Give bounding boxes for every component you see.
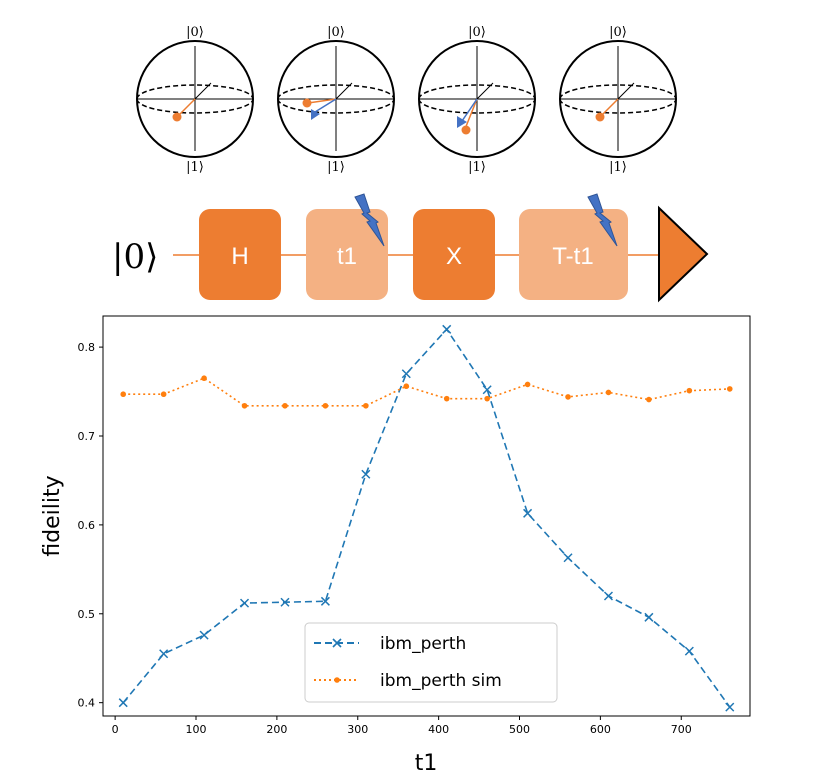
ket-zero-label: |0⟩ xyxy=(468,25,486,40)
data-point-ibm-perth xyxy=(320,596,330,606)
state-point-red xyxy=(172,112,182,122)
ket-one-label: |1⟩ xyxy=(609,160,627,175)
data-point-ibm-perth-sim xyxy=(120,391,127,398)
data-point-ibm-perth-sim xyxy=(201,375,207,382)
plot-frame xyxy=(102,315,751,717)
gate-h: H xyxy=(199,209,281,300)
gate-t-minus-t1: T-t1 xyxy=(519,209,628,300)
ket-one-label: |1⟩ xyxy=(186,160,204,175)
state-point-red xyxy=(302,98,312,108)
data-point-ibm-perth xyxy=(523,508,533,518)
data-point-ibm-perth-sim xyxy=(565,394,571,400)
x-tick-label: 100 xyxy=(186,723,207,736)
legend-box xyxy=(304,622,558,703)
chart: 0 100 200 300 400 500 600 700 0.4 0.5 0.6 0.7 0.8 t1… xyxy=(40,315,751,776)
data-point-ibm-perth-sim xyxy=(686,387,693,394)
ket-one-label: |1⟩ xyxy=(327,160,345,175)
x-tick-label: 400 xyxy=(428,723,449,736)
data-point-ibm-perth xyxy=(240,598,250,608)
data-point-ibm-perth-sim xyxy=(403,383,410,390)
x-tick-label: 700 xyxy=(671,723,692,736)
y-tick-label: 0.4 xyxy=(78,697,96,710)
legend: ibm_perth ibm_perth sim xyxy=(304,622,558,703)
data-point-ibm-perth-sim xyxy=(282,402,288,409)
data-point-ibm-perth-sim xyxy=(241,402,248,409)
data-point-ibm-perth xyxy=(442,324,452,334)
data-point-ibm-perth xyxy=(280,597,290,607)
x-tick-label: 500 xyxy=(509,723,530,736)
ket-one-label: |1⟩ xyxy=(468,160,486,175)
data-point-ibm-perth-sim xyxy=(363,402,369,409)
data-point-ibm-perth xyxy=(118,698,128,708)
bloch-sphere-4: |0⟩ |1⟩ xyxy=(559,25,677,175)
play-triangle-icon xyxy=(658,205,709,303)
legend-marker-x-icon xyxy=(332,638,342,648)
data-point-ibm-perth-sim xyxy=(322,402,329,409)
gate-x-label: X xyxy=(446,243,462,270)
state-point-blue xyxy=(457,116,467,128)
bloch-sphere-row: |0⟩ |1⟩ |0⟩ |1⟩ xyxy=(136,25,677,175)
x-tick-label: 0 xyxy=(112,723,119,736)
series-line-ibm-perth xyxy=(122,328,731,708)
data-point-ibm-perth-sim xyxy=(524,381,531,388)
y-tick-label: 0.8 xyxy=(78,341,96,354)
data-point-ibm-perth xyxy=(159,649,169,659)
gate-t1-label: t1 xyxy=(337,243,357,270)
circuit-input-state: |0⟩ xyxy=(112,237,158,277)
data-point-ibm-perth-sim xyxy=(726,386,733,392)
data-point-ibm-perth xyxy=(684,646,694,656)
legend-label-ibm-perth: ibm_perth xyxy=(380,634,466,654)
x-tick-label: 600 xyxy=(590,723,611,736)
x-axis-title: t1 xyxy=(415,751,438,776)
data-point-ibm-perth xyxy=(199,630,209,640)
noise-lightning-icon xyxy=(587,193,618,247)
series-line-ibm-perth-sim xyxy=(123,377,730,407)
gate-t-minus-t1-label: T-t1 xyxy=(552,243,593,270)
x-tick-label: 200 xyxy=(266,723,287,736)
y-axis-title: fideility xyxy=(40,475,65,556)
gate-t1: t1 xyxy=(306,209,388,300)
data-point-ibm-perth xyxy=(482,385,492,395)
ket-zero-label: |0⟩ xyxy=(327,25,345,40)
quantum-circuit: |0⟩ H t1 X T-t1 xyxy=(112,193,709,303)
state-point-red xyxy=(595,112,605,122)
ket-zero-label: |0⟩ xyxy=(609,25,627,40)
gate-h-label: H xyxy=(231,243,248,270)
data-point-ibm-perth-sim xyxy=(443,395,450,402)
x-tick-label: 300 xyxy=(347,723,368,736)
state-point-red xyxy=(461,125,471,135)
data-point-ibm-perth xyxy=(644,612,654,622)
data-point-ibm-perth-sim xyxy=(484,395,490,402)
data-point-ibm-perth xyxy=(603,591,613,601)
data-point-ibm-perth-sim xyxy=(605,389,612,396)
y-tick-label: 0.5 xyxy=(78,608,96,621)
y-tick-label: 0.7 xyxy=(78,430,96,443)
legend-label-ibm-perth-sim: ibm_perth sim xyxy=(380,671,502,691)
gate-x: X xyxy=(413,209,495,300)
data-point-ibm-perth xyxy=(401,369,411,379)
state-point-blue xyxy=(311,109,320,120)
data-point-ibm-perth-sim xyxy=(646,396,652,403)
y-tick-label: 0.6 xyxy=(78,519,96,532)
legend-marker-dot-icon xyxy=(334,677,340,683)
data-point-ibm-perth xyxy=(563,553,573,563)
ket-zero-label: |0⟩ xyxy=(186,25,204,40)
data-point-ibm-perth-sim xyxy=(160,391,167,398)
noise-lightning-icon xyxy=(354,193,385,247)
data-point-ibm-perth xyxy=(361,469,371,479)
bloch-sphere-3: |0⟩ |1⟩ xyxy=(418,25,536,175)
data-point-ibm-perth xyxy=(725,702,735,712)
bloch-sphere-2: |0⟩ |1⟩ xyxy=(277,25,395,175)
bloch-sphere-1: |0⟩ |1⟩ xyxy=(136,25,254,175)
